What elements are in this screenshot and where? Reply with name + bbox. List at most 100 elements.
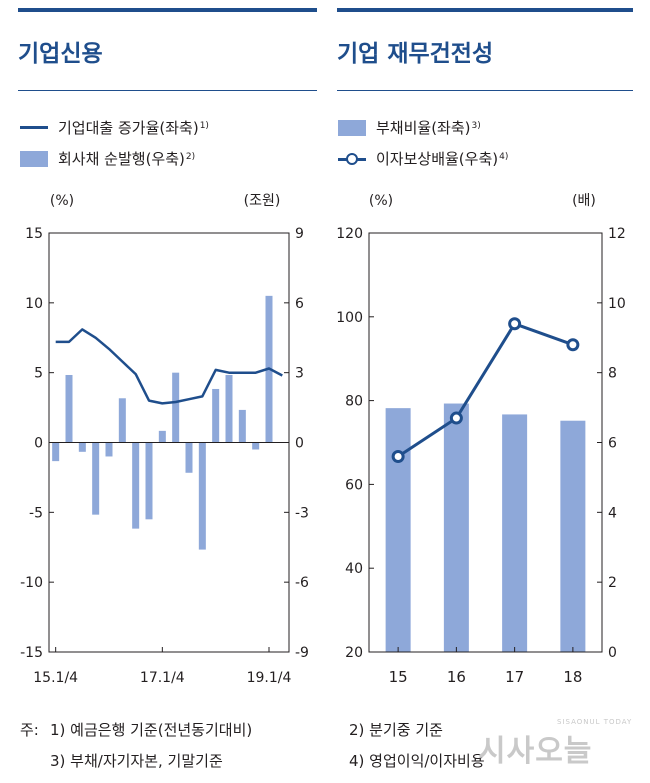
left-y-left-tick-label: 5: [34, 366, 43, 382]
left-x-tick-label: 19.1/4: [247, 670, 292, 686]
right-panel-title: 기업 재무건전성: [337, 41, 494, 67]
watermark-logo: 시사오늘: [478, 734, 593, 769]
legend-label: 기업대출 증가율(좌축): [58, 119, 199, 137]
legend-bar-swatch: [20, 150, 48, 167]
left-y-right-tick-label: -9: [295, 645, 309, 661]
left-y-left-tick-label: -15: [20, 645, 43, 661]
left-x-tick-label: 17.1/4: [140, 670, 185, 686]
left-y-left-tick-labels: 15 10 5 0 -5 -10 -15: [20, 226, 43, 661]
debt-ratio-bar: [502, 414, 528, 652]
legend-label: 회사채 순발행(우축): [58, 150, 185, 168]
right-y-left-unit: (%): [369, 193, 393, 209]
debt-ratio-bar: [443, 403, 469, 652]
left-y-right-unit: (조원): [244, 193, 281, 209]
legend-label: 부채비율(좌축): [376, 119, 471, 137]
right-y-right-tick-label: 12: [608, 226, 626, 242]
bond-issuance-bar: [132, 442, 140, 529]
bond-issuance-bar: [212, 388, 220, 443]
legend-debt-ratio: 부채비율(좌축) 3): [338, 117, 481, 138]
right-y-left-tick-label: 100: [336, 310, 363, 326]
interest-coverage-point: [391, 449, 405, 463]
left-y-right-tick-labels: 9 6 3 0 -3 -6 -9: [295, 226, 309, 661]
bond-issuance-bar: [198, 442, 206, 550]
bond-issuance-bar: [238, 409, 246, 443]
loan-growth-line: [55, 328, 283, 405]
right-y-left-tick-label: 40: [345, 561, 363, 577]
right-y-right-tick-label: 10: [608, 296, 626, 312]
right-y-left-tick-labels: 120 100 80 60 40 20: [336, 226, 363, 661]
left-plot-frame: [48, 232, 290, 653]
legend-bond-issuance: 회사채 순발행(우축) 2): [20, 148, 195, 169]
right-y-left-tick-label: 120: [336, 226, 363, 242]
bond-issuance-bar: [52, 442, 60, 462]
left-y-left-tick-label: 15: [25, 226, 43, 242]
bond-issuance-bar: [92, 442, 100, 515]
right-y-right-unit: (배): [572, 193, 596, 209]
bond-issuance-bar: [118, 398, 126, 443]
right-y-left-tick-label: 60: [345, 477, 363, 493]
bond-issuance-bar: [225, 374, 233, 443]
left-y-right-tick-label: 9: [295, 226, 304, 242]
debt-ratio-bar: [385, 408, 411, 652]
legend-line-swatch: [20, 126, 48, 129]
left-y-left-tick-label: -10: [20, 575, 43, 591]
bond-issuance-bar: [172, 372, 180, 443]
left-y-right-tick-label: -6: [295, 575, 309, 591]
interest-coverage-line: [397, 322, 574, 458]
right-x-tick-labels: 15 16 17 18: [389, 668, 583, 686]
right-y-left-tick-label: 80: [345, 394, 363, 410]
bond-issuance-bar: [185, 442, 193, 473]
legend-label: 이자보상배율(우축): [376, 150, 499, 168]
top-accent-bar-left: [18, 8, 317, 12]
left-axis-tick-marks: [49, 232, 289, 653]
footnote-prefix: 주:: [20, 721, 39, 739]
left-x-tick-label: 15.1/4: [33, 670, 78, 686]
right-y-left-tick-label: 20: [345, 645, 363, 661]
bond-issuance-bar: [158, 430, 166, 443]
right-x-tick-label: 17: [505, 668, 524, 686]
right-x-tick-label: 18: [563, 668, 582, 686]
left-y-left-unit: (%): [50, 193, 74, 209]
left-y-right-tick-label: 0: [295, 436, 304, 452]
footnote-2: 2) 분기중 기준: [349, 721, 443, 739]
legend-note: 2): [185, 151, 196, 162]
right-x-tick-label: 16: [447, 668, 466, 686]
interest-coverage-point: [449, 411, 463, 425]
right-title-rule: [337, 90, 633, 91]
right-y-right-tick-label: 0: [608, 645, 617, 661]
right-plot-frame: [368, 232, 603, 653]
left-y-right-tick-label: 3: [295, 366, 304, 382]
legend-note: 3): [471, 120, 481, 131]
left-y-right-tick-label: -3: [295, 505, 309, 521]
top-accent-bar-right: [337, 8, 633, 12]
left-y-left-tick-label: 0: [34, 436, 43, 452]
debt-ratio-bar: [560, 420, 586, 652]
right-axis-tick-marks: [369, 232, 602, 653]
bond-issuance-bar: [78, 442, 86, 452]
right-x-tick-label: 15: [389, 668, 408, 686]
left-y-left-tick-label: -5: [29, 505, 43, 521]
legend-note: 4): [499, 151, 509, 162]
bond-issuance-bar: [105, 442, 113, 457]
legend-bar-swatch: [338, 119, 366, 136]
right-y-right-tick-label: 8: [608, 366, 617, 382]
right-y-right-tick-label: 6: [608, 436, 617, 452]
bond-issuance-bar: [252, 442, 260, 450]
footnote-1: 1) 예금은행 기준(전년동기대비): [50, 721, 253, 739]
left-title-rule: [18, 90, 317, 91]
interest-coverage-points: [391, 317, 580, 463]
left-y-left-tick-label: 10: [25, 296, 43, 312]
left-x-tick-labels: 15.1/4 17.1/4 19.1/4: [33, 670, 291, 686]
right-bars: [385, 403, 586, 652]
legend-interest-coverage: 이자보상배율(우축) 4): [338, 148, 508, 169]
legend-loan-growth: 기업대출 증가율(좌축) 1): [20, 117, 209, 138]
legend-note: 1): [199, 120, 209, 131]
interest-coverage-point: [508, 317, 522, 331]
left-y-right-tick-label: 6: [295, 296, 304, 312]
legend-marker-swatch: [338, 152, 366, 165]
footnote-3: 3) 부채/자기자본, 기말기준: [50, 752, 223, 770]
bond-issuance-bar: [65, 374, 73, 443]
left-bars: [52, 295, 273, 550]
bond-issuance-bar: [145, 442, 153, 520]
right-y-right-tick-labels: 12 10 8 6 4 2 0: [608, 226, 626, 661]
